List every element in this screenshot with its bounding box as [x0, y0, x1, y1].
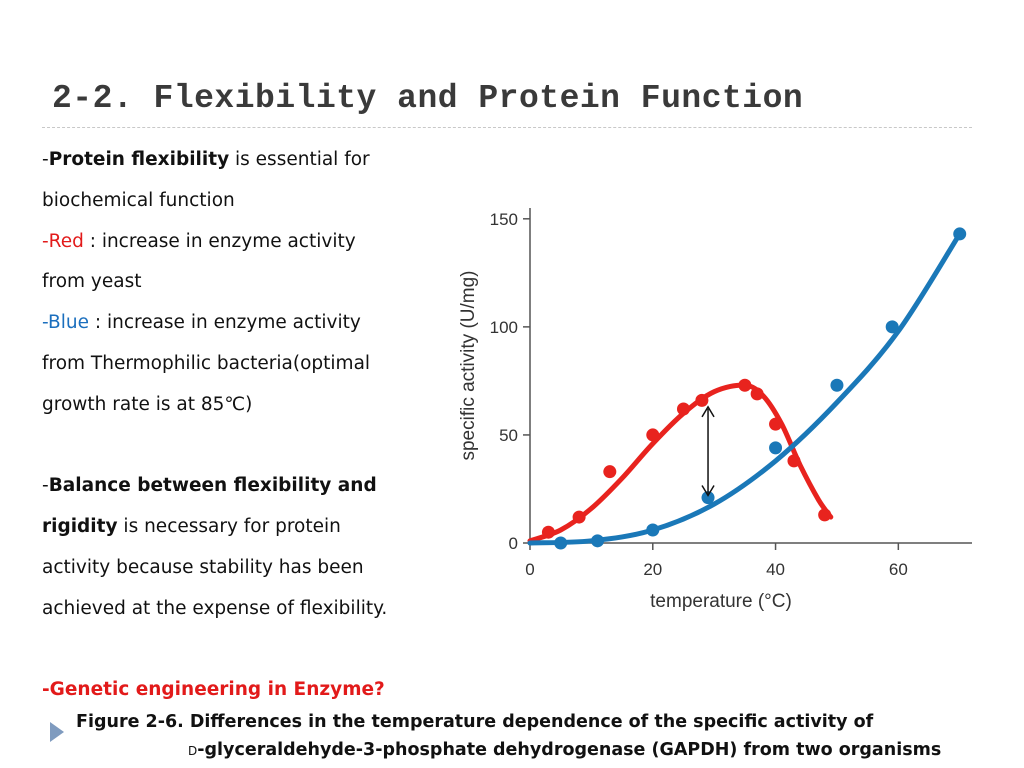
y-tick-label: 100 — [490, 318, 518, 337]
red-series-point — [738, 378, 752, 392]
y-axis-label: specific activity (U/mg) — [458, 270, 479, 460]
x-tick-label: 20 — [643, 560, 662, 579]
figure-caption-line-2: D-glyceraldehyde-3-phosphate dehydrogena… — [188, 740, 942, 760]
blue-series-point — [885, 320, 899, 334]
figure-caption-line-1: Figure 2-6. Differences in the temperatu… — [76, 712, 874, 732]
chart-ticks: 0 20 40 60 0 50 100 150 — [490, 210, 908, 579]
blue-label: -Blue — [42, 312, 89, 334]
x-tick-label: 0 — [525, 560, 534, 579]
chart-curves — [527, 231, 963, 546]
blue-legend-line-2: from Thermophilic bacteria(optimal — [42, 352, 371, 374]
blue-series-curve — [527, 231, 963, 546]
y-tick-label: 0 — [509, 534, 518, 553]
paragraph-1-line-1: -Protein flexibility is essential for — [42, 149, 370, 170]
slide-title: 2-2. Flexibility and Protein Function — [52, 80, 804, 117]
red-legend-line: -Red : increase in enzyme activity — [42, 230, 356, 252]
red-label: -Red — [42, 230, 84, 252]
red-series-point — [572, 510, 586, 524]
blue-series-point — [591, 534, 605, 548]
caption-bullet-icon — [50, 722, 64, 742]
red-series-point — [787, 454, 801, 468]
gapdh-activity-chart: 0 20 40 60 0 50 100 150 temperature (°C) specif… — [458, 208, 972, 612]
red-series-point — [646, 428, 660, 442]
paragraph-2-line-4: achieved at the expense of flexibility. — [42, 597, 388, 619]
blue-series-point — [646, 523, 660, 537]
protein-flexibility-term: Protein flexibility — [48, 149, 230, 170]
x-tick-label: 60 — [889, 560, 908, 579]
x-tick-label: 40 — [766, 560, 785, 579]
y-tick-label: 150 — [490, 210, 518, 229]
paragraph-2-line-1: -Balance between flexibility and — [42, 475, 377, 497]
blue-series-point — [769, 441, 783, 455]
double-arrow-head-top — [701, 405, 715, 418]
red-series-point — [695, 393, 709, 407]
blue-legend-line: -Blue : increase in enzyme activity — [42, 312, 361, 334]
double-arrow-head-bottom — [701, 485, 715, 497]
blue-series-point — [830, 378, 844, 392]
blue-legend-line-3: growth rate is at 85℃) — [42, 393, 253, 415]
y-tick-label: 50 — [499, 426, 518, 445]
red-series-point — [769, 417, 783, 431]
red-series-point — [676, 402, 690, 416]
blue-series-point — [554, 536, 568, 550]
title-divider — [42, 127, 972, 128]
blue-series-point — [953, 227, 967, 241]
genetic-engineering-question: -Genetic engineering in Enzyme? — [42, 679, 385, 701]
blue-series-point — [701, 491, 715, 505]
x-axis-label: temperature (°C) — [650, 591, 792, 612]
red-series-curve — [527, 382, 834, 544]
caption-d-prefix: D — [188, 744, 198, 758]
balance-term: Balance between flexibility and — [48, 475, 377, 497]
chart-points — [541, 227, 967, 550]
red-series-point — [541, 525, 555, 539]
red-series-point — [818, 508, 832, 522]
red-legend-line-2: from yeast — [42, 271, 142, 293]
chart-axes — [529, 208, 972, 544]
red-series-point — [750, 387, 764, 401]
body-text: -Protein flexibility is essential for bi… — [42, 140, 462, 711]
rigidity-term: rigidity — [42, 516, 118, 538]
chart-annotation — [701, 405, 715, 497]
red-series-point — [603, 465, 617, 479]
paragraph-1-line-2: biochemical function — [42, 189, 235, 211]
paragraph-2-line-3: activity because stability has been — [42, 556, 364, 578]
paragraph-2-line-2: rigidity is necessary for protein — [42, 516, 341, 538]
